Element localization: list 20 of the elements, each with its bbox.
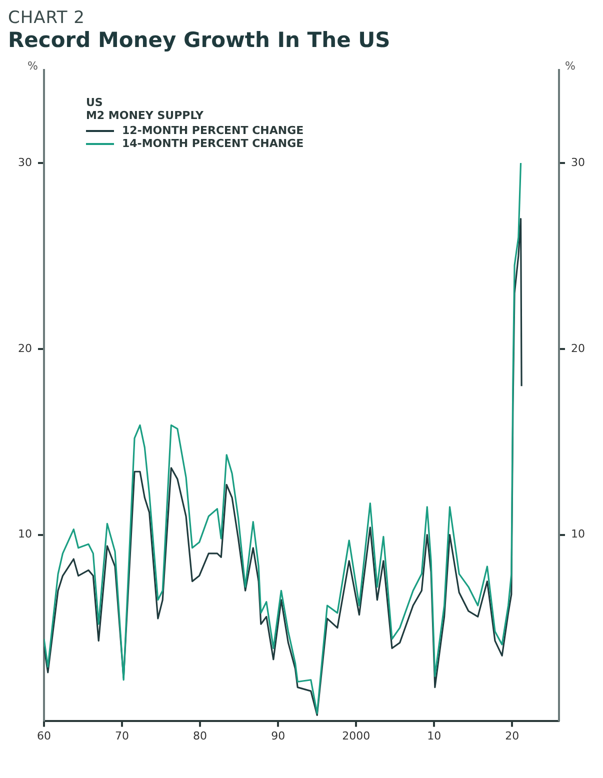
x-tick-label: 70 bbox=[115, 729, 130, 742]
y2-tick-label: 20 bbox=[571, 342, 586, 355]
y-axis-title: % bbox=[28, 59, 38, 72]
y2-tick-label: 30 bbox=[571, 156, 586, 169]
x-tick-label: 60 bbox=[36, 729, 51, 742]
y2-tick-label: 10 bbox=[571, 528, 586, 541]
legend-label: 12-MONTH PERCENT CHANGE bbox=[122, 124, 304, 137]
chart-subtitle: CHART 2 bbox=[8, 8, 86, 28]
legend-title: US M2 MONEY SUPPLY bbox=[86, 96, 204, 122]
y-tick-label: 10 bbox=[18, 528, 32, 541]
y2-axis-title: % bbox=[565, 59, 576, 72]
legend-label: 14-MONTH PERCENT CHANGE bbox=[122, 137, 304, 150]
y-tick-label: 30 bbox=[18, 156, 32, 169]
x-tick-label: 2000 bbox=[342, 729, 370, 742]
chart-title: Record Money Growth In The US bbox=[8, 28, 392, 52]
y-tick-label: 20 bbox=[18, 342, 32, 355]
x-tick-label: 20 bbox=[505, 729, 520, 742]
x-tick-label: 10 bbox=[427, 729, 442, 742]
x-tick-label: 80 bbox=[193, 729, 208, 742]
x-tick-label: 90 bbox=[271, 729, 286, 742]
